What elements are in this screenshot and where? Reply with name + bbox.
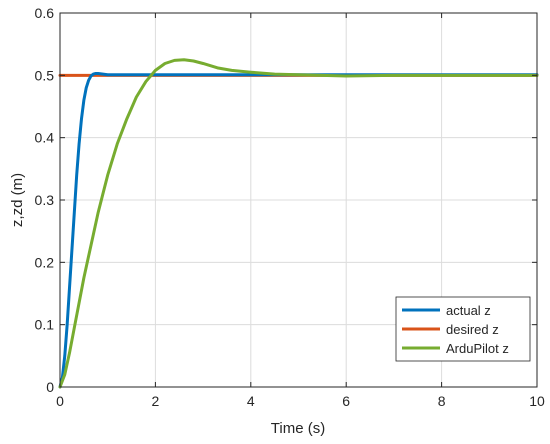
x-tick-label: 2 <box>152 393 160 409</box>
legend-entry-label: actual z <box>446 303 491 318</box>
y-tick-label: 0.5 <box>35 67 55 83</box>
y-tick-label: 0.1 <box>35 317 55 333</box>
y-tick-label: 0.3 <box>35 192 55 208</box>
y-tick-label: 0.2 <box>35 254 55 270</box>
y-tick-label: 0 <box>46 379 54 395</box>
x-tick-label: 0 <box>56 393 64 409</box>
x-axis-label: Time (s) <box>271 420 325 437</box>
series-line-ardupilot-z <box>58 58 539 389</box>
x-tick-label: 4 <box>247 393 255 409</box>
x-tick-labels: 0 2 4 6 8 10 <box>56 393 545 409</box>
series-line-actual-z <box>58 71 539 389</box>
x-tick-label: 6 <box>342 393 350 409</box>
legend: actual z desired z ArduPilot z <box>395 296 531 362</box>
axis-ticks <box>59 12 538 388</box>
y-tick-labels: 0 0.1 0.2 0.3 0.4 0.5 0.6 <box>35 5 55 395</box>
legend-entry-label: ArduPilot z <box>446 341 509 356</box>
x-tick-label: 10 <box>529 393 545 409</box>
x-tick-label: 8 <box>438 393 446 409</box>
legend-entry-label: desired z <box>446 322 499 337</box>
y-tick-label: 0.4 <box>35 130 55 146</box>
y-tick-label: 0.6 <box>35 5 55 21</box>
series-layer <box>58 58 539 389</box>
y-axis-label: z,zd (m) <box>9 173 26 227</box>
